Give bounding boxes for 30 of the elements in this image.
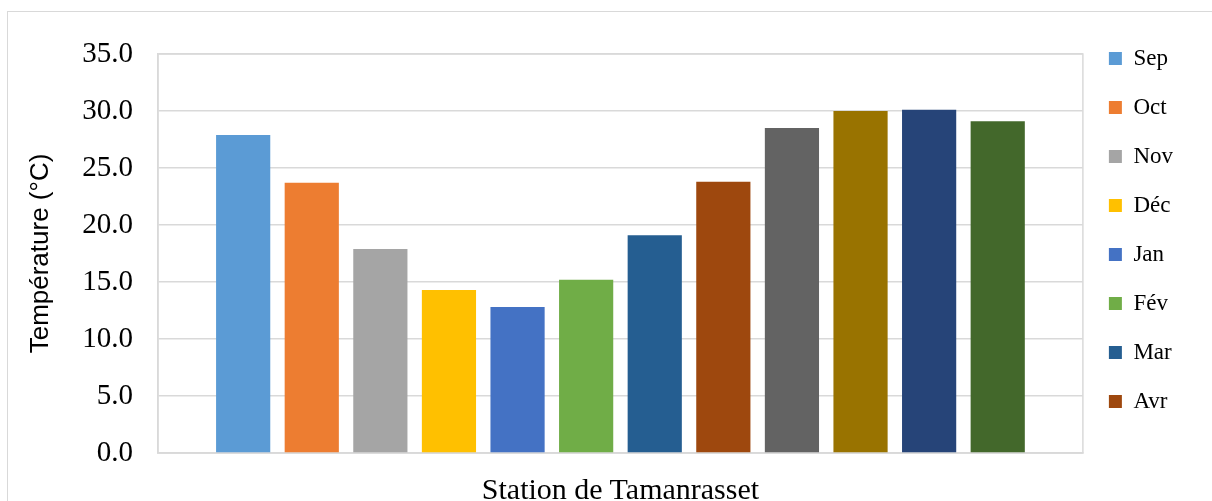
y-tick-label: 35.0 [82,35,133,68]
legend-label: Avr [1133,387,1168,413]
bar [353,248,408,453]
bar [559,279,614,453]
y-tick-label: 5.0 [96,377,133,410]
bar [216,134,271,453]
bar [970,121,1025,453]
y-tick-label: 15.0 [82,263,133,296]
legend-label: Déc [1133,191,1171,217]
bar [284,182,339,453]
bar [490,307,545,453]
legend-label: Oct [1133,93,1168,119]
y-tick-label: 0.0 [96,434,133,467]
bar [833,111,888,453]
y-tick-label: 20.0 [82,206,133,239]
legend-label: Mar [1133,338,1173,364]
y-axis-title: Température (°C) [23,153,54,354]
y-tick-label: 30.0 [82,92,133,125]
bar [902,109,957,453]
legend-label: Jan [1133,240,1165,266]
bar [764,128,820,453]
legend-label: Nov [1133,142,1174,168]
legend-label: Fév [1133,289,1169,315]
bar [696,181,751,453]
x-tick-label: Station de Tamanrasset [481,471,760,501]
legend-label: Sep [1133,44,1168,70]
bar [627,235,682,453]
y-tick-label: 25.0 [82,149,133,182]
bar [421,289,477,453]
y-tick-label: 10.0 [82,320,133,353]
